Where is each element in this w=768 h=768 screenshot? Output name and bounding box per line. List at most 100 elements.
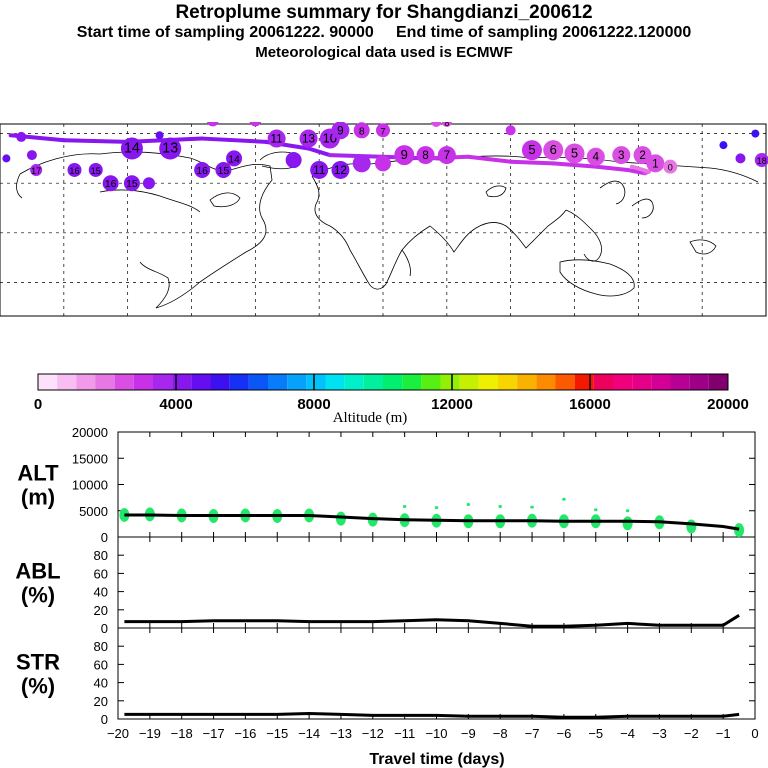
- colorbar-box: [210, 374, 230, 390]
- plume-marker-circle: [633, 146, 652, 165]
- plume-marker-circle: [120, 137, 143, 160]
- colorbar-tick-label: 16000: [569, 396, 611, 413]
- plume-marker: 7: [437, 146, 456, 165]
- alt-scatter-point: [119, 507, 130, 522]
- alt-scatter-point: [622, 516, 633, 531]
- alt-scatter-point: [335, 511, 346, 526]
- plume-marker: 9: [394, 145, 415, 166]
- x-tick-label: −14: [298, 726, 320, 741]
- sampling-time-subtitle: Start time of sampling 20061222. 90000 E…: [76, 24, 692, 41]
- x-tick-label: −15: [266, 726, 288, 741]
- panel-data: [119, 497, 745, 719]
- plume-marker: 13: [299, 129, 318, 148]
- chart-title: Retroplume summary for Shangdianzi_20061…: [175, 2, 593, 23]
- altitude-colorbar: 0 4000 8000 12000 16000 20000 Altitude (m): [34, 373, 749, 426]
- panel-y-tick-label: 10000: [72, 478, 108, 493]
- plume-marker-label: 7: [380, 126, 385, 136]
- plume-marker-circle: [299, 129, 318, 148]
- panel-y-tick-label: 60: [94, 657, 108, 672]
- track-segment: [306, 146, 332, 158]
- plume-marker-label: 16: [196, 166, 208, 177]
- track-segment: [61, 138, 130, 144]
- plume-marker-circle: [331, 122, 350, 140]
- x-tick-label: −8: [493, 726, 508, 741]
- panel-frames: [117, 431, 756, 720]
- plume-marker-circle: [194, 161, 211, 178]
- plume-marker-circle: [564, 143, 585, 164]
- plume-marker: [431, 122, 442, 128]
- plume-marker: 17: [30, 163, 43, 176]
- plume-marker-circle: [431, 122, 442, 128]
- plume-marker-label: 5: [571, 145, 578, 160]
- x-tick-label: −2: [684, 726, 699, 741]
- x-tick-label: −1: [716, 726, 731, 741]
- plume-marker: 11: [310, 160, 329, 179]
- plume-marker-circle: [16, 131, 27, 142]
- colorbar-box: [287, 374, 307, 390]
- colorbar-box: [306, 374, 326, 390]
- plume-marker-label: 13: [302, 133, 315, 146]
- colorbar-boxes: [37, 373, 729, 391]
- colorbar-box: [689, 374, 709, 390]
- x-tick-label: −5: [588, 726, 603, 741]
- colorbar-box: [632, 374, 652, 390]
- plume-marker: 18: [754, 153, 768, 168]
- panel-y-tick-label: 0: [101, 530, 108, 545]
- panel-y-ticks: 0 5000 10000 15000 20000 0 20 40 60 80 0 20 40 60 80: [72, 428, 108, 727]
- plume-marker-circle: [142, 177, 155, 190]
- alt-scatter-point: [402, 505, 407, 509]
- colorbar-box: [478, 374, 498, 390]
- plume-marker-label: 13: [162, 140, 178, 156]
- plume-marker-label: 8: [422, 149, 429, 162]
- x-tick-label: −13: [330, 726, 352, 741]
- panel-y-tick-label: 20000: [72, 428, 108, 440]
- panel-y-tick-label: 60: [94, 566, 108, 581]
- series-line-str: [124, 711, 740, 719]
- plume-marker: 2: [633, 146, 652, 165]
- plume-marker: 4: [586, 147, 605, 166]
- colorbar-box: [172, 374, 192, 390]
- plume-marker-label: 16: [69, 166, 79, 176]
- plume-marker-circle: [159, 137, 182, 160]
- colorbar-box: [536, 374, 556, 390]
- plume-marker-label: 6: [550, 142, 557, 157]
- panel-ylabel-abl: ABL: [15, 559, 60, 584]
- colorbar-box: [670, 374, 690, 390]
- plume-marker-label: 4: [593, 151, 600, 164]
- x-tick-label: −12: [362, 726, 384, 741]
- plume-marker-label: 16: [105, 179, 117, 190]
- colorbar-box: [38, 374, 58, 390]
- alt-scatter-point: [734, 523, 745, 538]
- plume-marker-circle: [441, 122, 452, 128]
- panel-y-tick-label: 80: [94, 548, 108, 563]
- plume-marker-circle: [123, 175, 140, 192]
- plume-marker-circle: [586, 147, 605, 166]
- plume-marker-circle: [612, 146, 631, 165]
- panel-y-tick-label: 0: [101, 621, 108, 636]
- plume-marker: 8: [416, 146, 435, 165]
- panel-y-labels: ALT(m)ABL(%)STR(%): [15, 461, 60, 699]
- x-tick-label: −6: [556, 726, 571, 741]
- colorbar-box: [344, 374, 364, 390]
- plume-marker-circle: [543, 140, 564, 161]
- panel-ylabel-str: (%): [21, 674, 55, 699]
- plume-marker: 15: [215, 161, 232, 178]
- plume-marker-label: 8: [444, 122, 449, 128]
- plume-marker-label: 7: [444, 149, 451, 162]
- plume-marker-circle: [353, 122, 370, 139]
- panel-frame-abl: [117, 536, 756, 629]
- plume-marker-circle: [646, 154, 665, 173]
- panel-y-tick-label: 20: [94, 694, 108, 709]
- plume-marker: 9: [331, 122, 350, 140]
- plume-marker: [2, 154, 11, 163]
- plume-marker-circle: [2, 154, 11, 163]
- plume-marker: 0: [663, 159, 678, 174]
- plume-marker-label: 14: [124, 140, 140, 156]
- plume-marker-circle: [30, 163, 43, 176]
- plume-marker: 5: [521, 140, 542, 161]
- plume-marker-circle: [416, 146, 435, 165]
- plume-marker-label: 8: [359, 126, 365, 137]
- colorbar-box: [517, 374, 537, 390]
- colorbar-box: [248, 374, 268, 390]
